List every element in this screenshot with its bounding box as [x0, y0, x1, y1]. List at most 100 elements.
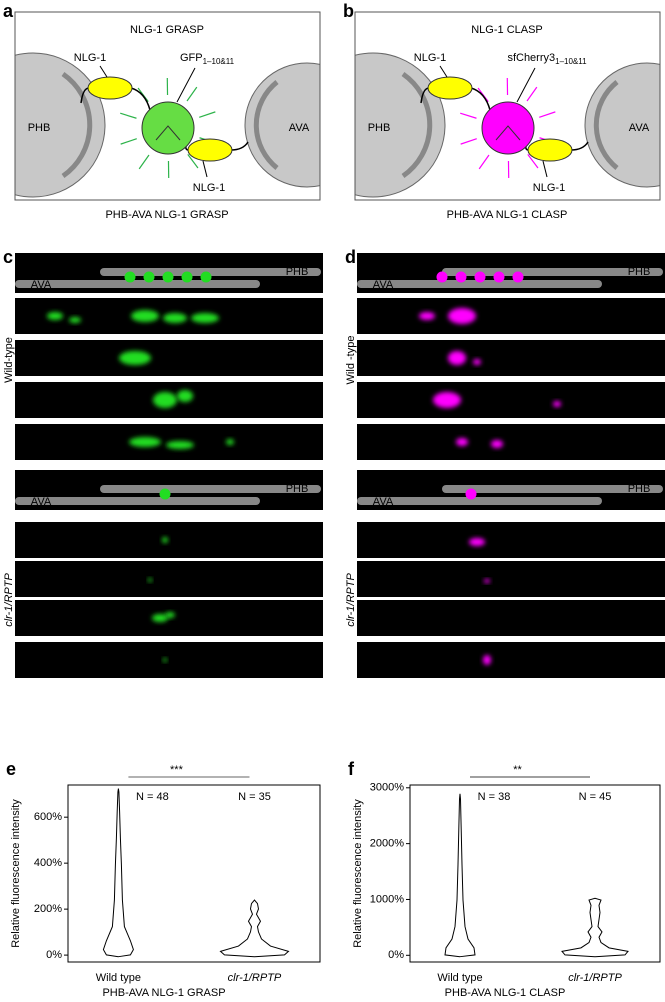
puncta — [491, 440, 503, 448]
cell-left-label: PHB — [28, 122, 51, 134]
ava-label: AVA — [373, 496, 394, 508]
puncta — [433, 392, 461, 408]
y-tick-label: 0% — [388, 949, 404, 961]
synapse — [493, 271, 505, 283]
puncta — [119, 351, 151, 365]
puncta — [69, 317, 81, 323]
synapse — [159, 488, 171, 500]
puncta — [131, 310, 159, 322]
micrograph — [357, 298, 665, 334]
synapse — [181, 271, 193, 283]
panel-letter: a — [3, 1, 14, 21]
x-tick-label: clr-1/RPTP — [568, 972, 622, 984]
synapse — [436, 271, 448, 283]
ray — [460, 112, 477, 119]
phb-process — [100, 485, 321, 493]
x-tick-label: clr-1/RPTP — [228, 972, 282, 984]
phb-process — [100, 268, 321, 276]
synapse — [143, 271, 155, 283]
n-label: N = 45 — [579, 791, 612, 803]
micrograph — [15, 340, 323, 376]
ray — [187, 154, 199, 169]
nlg1 — [187, 138, 233, 162]
ava-process — [357, 280, 602, 288]
cell-right-label: AVA — [629, 122, 650, 134]
phb-process — [442, 485, 663, 493]
ray — [120, 138, 137, 145]
panel-letter: c — [3, 247, 13, 267]
split-fp — [481, 101, 535, 155]
violin — [444, 793, 476, 958]
schematic-title: PHB-AVA synapses — [129, 255, 225, 267]
violin — [561, 897, 629, 958]
puncta — [448, 308, 476, 324]
phb-label: PHB — [286, 483, 309, 495]
micrograph — [357, 642, 665, 678]
x-tick-label: Wild type — [437, 972, 482, 984]
ava-label: AVA — [31, 496, 52, 508]
caption: PHB-AVA NLG-1 GRASP — [105, 209, 228, 221]
ray — [526, 86, 538, 102]
title: NLG-1 GRASP — [130, 24, 204, 36]
ray — [477, 87, 489, 102]
puncta — [162, 537, 168, 543]
puncta — [153, 392, 177, 408]
ava-process — [357, 497, 602, 505]
caption: PHB-AVA NLG-1 CLASP — [447, 209, 568, 221]
ray — [186, 86, 198, 102]
micrograph — [357, 424, 665, 460]
violin — [219, 899, 290, 958]
synapse — [512, 271, 524, 283]
membrane-right — [253, 80, 279, 170]
ray — [199, 111, 216, 118]
nlg1 — [427, 76, 473, 100]
cells — [355, 52, 660, 198]
puncta — [469, 538, 485, 546]
micrograph — [15, 561, 323, 597]
synapse — [162, 271, 174, 283]
schematic-title: PHB-AVA synapses — [129, 472, 225, 484]
linker — [230, 141, 249, 151]
puncta — [47, 312, 63, 320]
label: NLG-1 — [74, 52, 106, 64]
ray — [460, 138, 477, 145]
schematic-title: PHB-AVA synapses — [471, 472, 567, 484]
panel-letter: b — [343, 1, 354, 21]
puncta — [163, 313, 187, 323]
membrane-left — [61, 71, 93, 179]
y-tick-label: 0% — [46, 949, 62, 961]
ray — [539, 111, 556, 118]
label-sub: 1–10&11 — [555, 57, 587, 66]
synapse — [455, 271, 467, 283]
synapse — [200, 271, 212, 283]
puncta — [456, 438, 468, 446]
panel-border — [354, 11, 661, 201]
puncta — [483, 655, 491, 665]
caption: PHB-AVA NLG-1 GRASP — [102, 987, 225, 999]
micrograph — [357, 561, 665, 597]
y-tick-label: 200% — [34, 903, 62, 915]
linker — [570, 141, 589, 151]
micrograph — [15, 642, 323, 678]
label-main: sfCherry3 — [507, 52, 555, 64]
leader — [202, 160, 208, 178]
panel-letter: e — [6, 759, 16, 779]
micrograph — [15, 600, 323, 636]
y-tick-label: 3000% — [370, 782, 404, 794]
significance: *** — [170, 764, 184, 776]
puncta — [129, 437, 161, 447]
nlg1 — [527, 138, 573, 162]
linker — [130, 87, 151, 111]
row-label: Wild -type — [345, 336, 357, 385]
row-label: Wild-type — [3, 337, 15, 383]
ray — [137, 87, 149, 102]
leader — [176, 67, 196, 103]
ava-process — [15, 497, 260, 505]
cell-right-label: AVA — [289, 122, 310, 134]
puncta — [473, 359, 481, 365]
cells — [15, 52, 320, 198]
puncta — [419, 312, 435, 320]
ray — [478, 154, 490, 170]
puncta — [177, 390, 193, 402]
split-fp — [141, 101, 195, 155]
